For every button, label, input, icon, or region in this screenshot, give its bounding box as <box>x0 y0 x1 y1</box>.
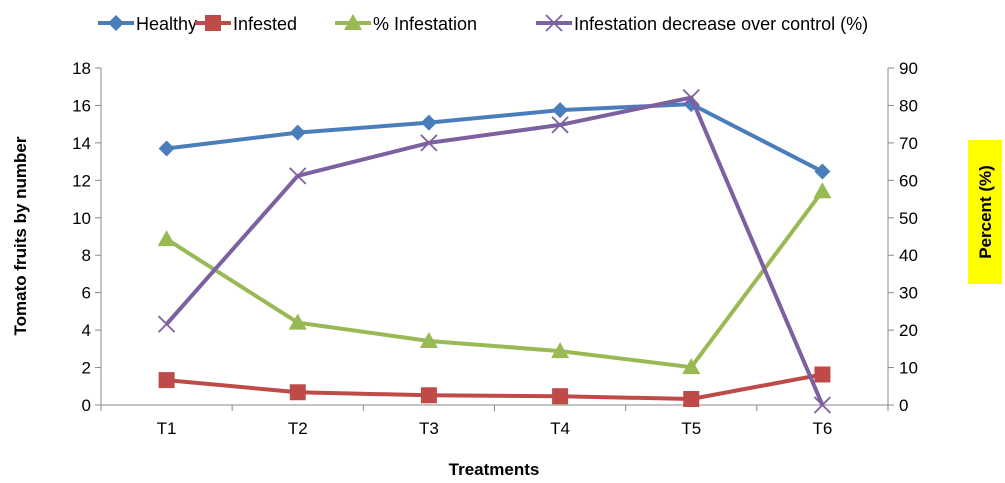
y-tick-label: 6 <box>82 284 91 303</box>
plot-area <box>100 68 889 406</box>
y-tick-label: 8 <box>82 246 91 265</box>
data-point <box>551 116 569 134</box>
data-point <box>419 331 438 348</box>
y2-tick-label: 50 <box>899 209 918 228</box>
x-tick-label: T5 <box>681 419 701 438</box>
data-point <box>420 134 438 152</box>
y2-tick-label: 10 <box>899 359 918 378</box>
x-tick-label: T6 <box>812 419 832 438</box>
data-point <box>420 387 437 404</box>
y-tick-label: 12 <box>72 171 91 190</box>
series-line <box>166 372 823 402</box>
series-layer <box>157 88 832 414</box>
y-axis-ticks: 0 2 4 6 8 10 12 14 16 18 <box>72 59 101 415</box>
legend-item: % Infestation <box>335 14 477 34</box>
series-line <box>165 189 825 370</box>
data-point <box>552 388 569 405</box>
x-tick-label: T1 <box>157 419 177 438</box>
data-point <box>288 313 307 330</box>
y-tick-label: 4 <box>82 321 91 340</box>
legend-marker <box>545 14 563 32</box>
legend-label: Infestation decrease over control (%) <box>574 14 868 34</box>
series-healthy <box>158 96 831 180</box>
y2-axis-title: Percent (%) <box>976 165 995 259</box>
legend-item: Infested <box>195 14 297 34</box>
legend-marker <box>205 15 221 31</box>
data-point <box>420 114 437 131</box>
x-axis-ticks: T1 T2 T3 T4 T5 T6 <box>100 405 889 438</box>
data-point <box>552 102 569 119</box>
data-point <box>158 372 175 389</box>
x-tick-label: T4 <box>550 419 570 438</box>
y2-tick-label: 80 <box>899 96 918 115</box>
legend-label: Healthy <box>136 14 197 34</box>
legend-marker <box>344 14 362 30</box>
data-point <box>813 396 832 414</box>
legend-label: % Infestation <box>373 14 477 34</box>
data-point <box>814 163 831 180</box>
data-point <box>683 391 700 408</box>
data-point <box>157 230 176 247</box>
legend-label: Infested <box>233 14 297 34</box>
series-line <box>166 102 824 174</box>
x-tick-label: T2 <box>288 419 308 438</box>
y-tick-label: 10 <box>72 209 91 228</box>
y-tick-label: 2 <box>82 359 91 378</box>
y2-tick-label: 20 <box>899 321 918 340</box>
y-tick-label: 14 <box>72 134 91 153</box>
y2-axis-title-highlight <box>968 140 1002 284</box>
x-tick-label: T3 <box>419 419 439 438</box>
series-infested <box>158 366 831 408</box>
y2-tick-label: 0 <box>899 396 908 415</box>
data-point <box>551 342 570 359</box>
x-axis-title: Treatments <box>449 460 540 479</box>
data-point <box>813 182 832 199</box>
legend-marker <box>108 15 124 31</box>
y-tick-label: 16 <box>72 96 91 115</box>
series-infestation-decrease-over-control <box>157 88 832 414</box>
series-line <box>165 95 825 406</box>
y-axis-title: Tomato fruits by number <box>11 136 30 335</box>
y2-tick-label: 30 <box>899 284 918 303</box>
data-point <box>289 384 306 401</box>
y-tick-label: 18 <box>72 59 91 78</box>
y2-tick-label: 90 <box>899 59 918 78</box>
legend: Healthy Infested % Infestation Infestation … <box>98 14 868 34</box>
legend-item: Healthy <box>98 14 197 34</box>
series-infestation <box>157 182 832 375</box>
y2-tick-label: 60 <box>899 171 918 190</box>
data-point <box>289 167 307 185</box>
data-point <box>682 358 701 375</box>
y2-tick-label: 70 <box>899 134 918 153</box>
data-point <box>682 88 700 107</box>
y-tick-label: 0 <box>82 396 91 415</box>
y2-tick-label: 40 <box>899 246 918 265</box>
y2-axis-ticks: 0 10 20 30 40 50 60 70 80 90 <box>888 59 918 415</box>
data-point <box>158 140 175 157</box>
data-point <box>814 366 831 383</box>
data-point <box>157 315 176 333</box>
legend-item: Infestation decrease over control (%) <box>536 14 868 34</box>
data-point <box>289 124 306 141</box>
